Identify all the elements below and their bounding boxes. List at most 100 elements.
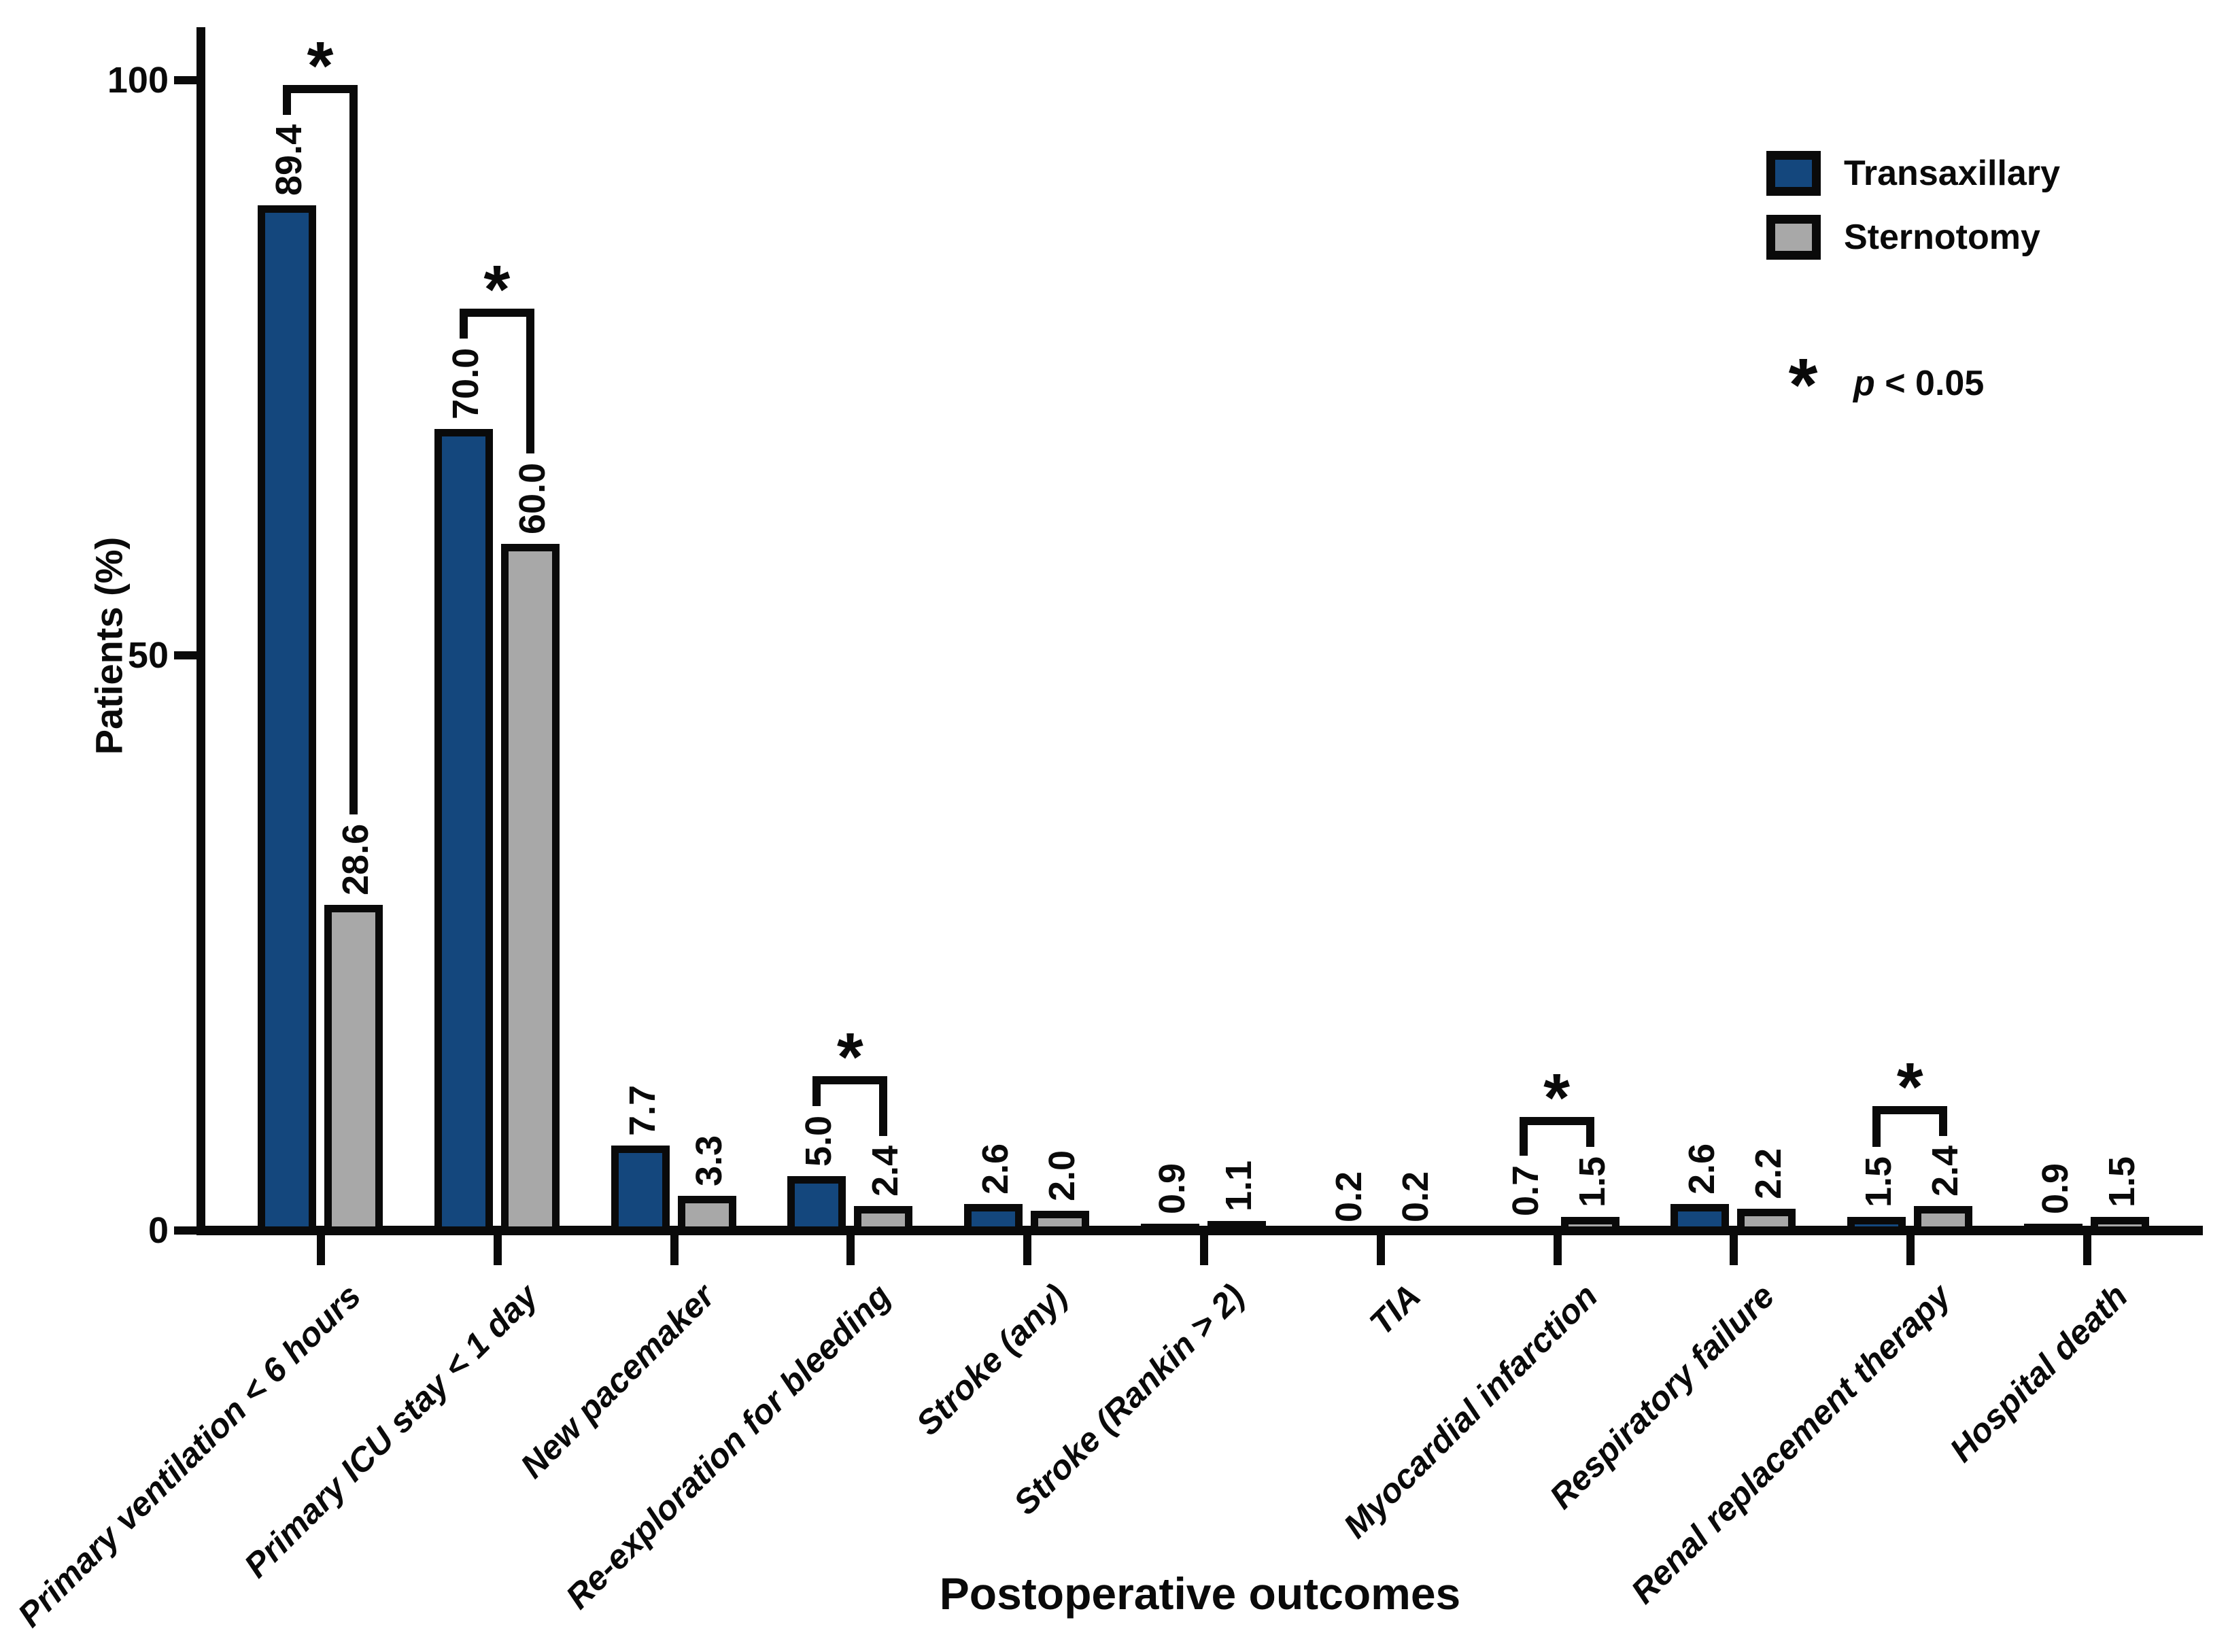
significance-note: p < 0.05 xyxy=(1853,364,1984,402)
bar-transaxillary xyxy=(787,1176,846,1234)
bar-value-label: 1.1 xyxy=(1218,1160,1259,1211)
bar-sternotomy xyxy=(854,1206,913,1234)
bar-transaxillary xyxy=(258,205,316,1234)
legend-swatch-sternotomy xyxy=(1766,215,1821,260)
bar-fill-transaxillary xyxy=(265,213,309,1226)
legend-swatch-transaxillary xyxy=(1766,151,1821,196)
y-tick-label: 50 xyxy=(127,635,169,676)
bar-transaxillary xyxy=(1847,1217,1906,1234)
bar-sternotomy xyxy=(1914,1206,1973,1234)
x-tick xyxy=(1906,1235,1915,1265)
sig-bracket-left xyxy=(812,1076,821,1107)
bar-fill-transaxillary xyxy=(441,436,485,1226)
y-tick-label: 100 xyxy=(107,60,169,101)
bar-transaxillary xyxy=(1670,1204,1730,1234)
x-tick xyxy=(317,1235,325,1265)
bar-value-label: 0.7 xyxy=(1505,1165,1546,1216)
y-tick xyxy=(174,651,196,659)
x-tick xyxy=(493,1235,502,1265)
bar-fill-transaxillary xyxy=(618,1153,662,1226)
category-label: New pacemaker xyxy=(513,1277,722,1485)
category-label: Stroke (any) xyxy=(908,1277,1075,1443)
category-label: Re-exploration for bleeding xyxy=(558,1277,899,1617)
sig-bracket-horizontal xyxy=(283,84,358,93)
significance-asterisk: * xyxy=(307,27,334,104)
sig-bracket-horizontal xyxy=(1519,1117,1594,1126)
bar-sternotomy xyxy=(1560,1217,1619,1234)
bar-sternotomy xyxy=(1031,1211,1090,1234)
bar-fill-sternotomy xyxy=(1038,1218,1082,1226)
bar-value-label: 2.6 xyxy=(975,1143,1016,1194)
sig-bracket-horizontal xyxy=(459,308,534,317)
bar-fill-sternotomy xyxy=(2098,1224,2142,1226)
sig-bracket-left xyxy=(1519,1117,1528,1156)
bar-fill-transaxillary xyxy=(795,1184,839,1226)
category-label: TIA xyxy=(1362,1277,1428,1343)
bar-sternotomy xyxy=(1207,1221,1266,1234)
bar-value-label: 2.4 xyxy=(865,1145,906,1197)
bar-fill-sternotomy xyxy=(332,912,375,1226)
bar-fill-transaxillary xyxy=(1678,1211,1722,1226)
bar-sternotomy xyxy=(1384,1232,1443,1234)
x-tick xyxy=(2083,1235,2091,1265)
x-tick xyxy=(1376,1235,1385,1265)
bar-transaxillary xyxy=(434,429,493,1234)
bar-value-label: 89.4 xyxy=(269,124,309,196)
bar-transaxillary xyxy=(1141,1224,1199,1234)
sig-bracket-right xyxy=(1939,1106,1948,1137)
bar-value-label: 2.4 xyxy=(1925,1145,1966,1197)
sig-bracket-right xyxy=(1586,1117,1594,1148)
sig-bracket-horizontal xyxy=(1872,1106,1948,1115)
bar-value-label: 7.7 xyxy=(621,1084,663,1136)
sig-bracket-horizontal xyxy=(812,1076,888,1085)
sig-bracket-left xyxy=(1872,1106,1881,1148)
x-axis-title: Postoperative outcomes xyxy=(939,1568,1461,1619)
sig-bracket-right xyxy=(879,1076,888,1137)
x-tick xyxy=(670,1235,679,1265)
category-label: Hospital death xyxy=(1942,1277,2135,1470)
significance-asterisk: * xyxy=(1543,1060,1571,1137)
p-threshold: < 0.05 xyxy=(1874,364,1985,403)
sig-bracket-right xyxy=(526,308,534,453)
bar-fill-sternotomy xyxy=(1568,1224,1612,1226)
x-tick xyxy=(1553,1235,1562,1265)
category-label: Renal replacement therapy xyxy=(1624,1277,1958,1611)
y-axis-line xyxy=(196,27,205,1235)
bar-sternotomy xyxy=(2091,1217,2149,1234)
bar-value-label: 0.2 xyxy=(1328,1171,1369,1222)
bar-fill-sternotomy xyxy=(1921,1214,1966,1226)
bar-transaxillary xyxy=(1494,1226,1553,1234)
bar-value-label: 0.2 xyxy=(1394,1171,1436,1222)
sig-bracket-left xyxy=(283,84,291,115)
bar-value-label: 1.5 xyxy=(1858,1156,1900,1207)
y-tick xyxy=(174,76,196,84)
bar-value-label: 2.0 xyxy=(1042,1150,1083,1201)
bar-transaxillary xyxy=(2024,1224,2083,1234)
bar-transaxillary xyxy=(964,1204,1023,1234)
significance-asterisk-legend: * xyxy=(1788,343,1818,427)
bar-value-label: 60.0 xyxy=(511,462,553,534)
x-tick xyxy=(1730,1235,1738,1265)
bar-fill-transaxillary xyxy=(1855,1224,1899,1226)
bar-value-label: 70.0 xyxy=(445,347,486,419)
bar-transaxillary xyxy=(611,1146,670,1234)
x-tick xyxy=(1200,1235,1208,1265)
legend-label-transaxillary: Transaxillary xyxy=(1844,154,2060,193)
category-label: Primary ventilation < 6 hours xyxy=(10,1277,369,1634)
bar-sternotomy xyxy=(324,905,383,1234)
bar-fill-sternotomy xyxy=(685,1203,729,1226)
bar-value-label: 2.6 xyxy=(1681,1143,1723,1194)
bar-value-label: 1.5 xyxy=(1571,1156,1613,1207)
x-tick xyxy=(846,1235,855,1265)
p-symbol: p xyxy=(1853,364,1875,403)
significance-asterisk: * xyxy=(483,251,511,328)
bar-fill-sternotomy xyxy=(861,1214,906,1226)
bar-fill-sternotomy xyxy=(508,551,552,1226)
legend-item-sternotomy: Sternotomy xyxy=(1766,215,2040,260)
bar-value-label: 28.6 xyxy=(335,823,376,895)
bar-value-label: 2.2 xyxy=(1748,1148,1789,1199)
bar-value-label: 5.0 xyxy=(798,1115,840,1167)
y-tick xyxy=(174,1226,196,1235)
bar-value-label: 3.3 xyxy=(688,1135,730,1186)
